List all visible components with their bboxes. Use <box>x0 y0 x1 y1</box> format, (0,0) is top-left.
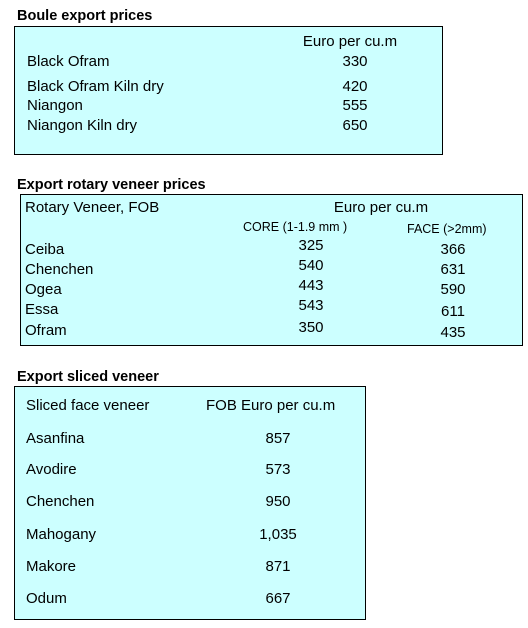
boule-row-value: 420 <box>342 78 368 95</box>
rotary-row-core: 325 <box>298 237 324 254</box>
boule-row-value: 650 <box>342 117 368 134</box>
rotary-table: Rotary Veneer, FOB Euro per cu.m CORE (1… <box>20 194 523 346</box>
sliced-row-name: Chenchen <box>26 493 95 510</box>
boule-row-value: 555 <box>342 97 368 114</box>
rotary-row-name: Ceiba <box>25 241 65 258</box>
rotary-row-core: 540 <box>298 257 324 274</box>
rotary-row-face: 366 <box>440 241 466 258</box>
sliced-title: Export sliced veneer <box>17 369 159 385</box>
boule-row-value: 330 <box>342 53 368 70</box>
boule-title: Boule export prices <box>17 8 153 24</box>
sliced-row-value: 950 <box>265 493 291 510</box>
sliced-row-name: Makore <box>26 558 77 575</box>
rotary-sub-face: FACE (>2mm) <box>407 222 487 236</box>
sliced-table: Sliced face veneer FOB Euro per cu.m Asa… <box>14 386 366 620</box>
boule-col-header: Euro per cu.m <box>302 33 398 50</box>
sliced-row-value: 1,035 <box>259 526 297 543</box>
rotary-col-header: Euro per cu.m <box>333 199 429 216</box>
sliced-row-name: Avodire <box>26 461 77 478</box>
rotary-row-header: Rotary Veneer, FOB <box>25 199 160 216</box>
rotary-row-face: 631 <box>440 261 466 278</box>
rotary-row-core: 350 <box>298 319 324 336</box>
rotary-row-name: Ofram <box>25 322 67 339</box>
sliced-row-value: 573 <box>265 461 291 478</box>
rotary-row-core: 543 <box>298 297 324 314</box>
boule-row-name: Niangon Kiln dry <box>27 117 138 134</box>
boule-row-name: Niangon <box>27 97 83 114</box>
rotary-row-face: 611 <box>441 303 465 320</box>
sliced-row-header: Sliced face veneer <box>26 397 150 414</box>
sliced-row-name: Odum <box>26 590 67 607</box>
rotary-row-face: 435 <box>440 324 466 341</box>
rotary-row-face: 590 <box>440 281 466 298</box>
sliced-row-name: Asanfina <box>26 430 85 447</box>
sliced-col-header: FOB Euro per cu.m <box>206 397 336 414</box>
boule-row-name: Black Ofram Kiln dry <box>27 78 164 95</box>
rotary-title: Export rotary veneer prices <box>17 177 206 193</box>
rotary-row-name: Chenchen <box>25 261 94 278</box>
sliced-row-value: 667 <box>265 590 291 607</box>
rotary-sub-core: CORE (1-1.9 mm ) <box>243 220 348 234</box>
boule-row-name: Black Ofram <box>27 53 110 70</box>
rotary-row-name: Essa <box>25 301 59 318</box>
boule-table: Euro per cu.m Black Ofram 330 Black Ofra… <box>14 26 443 155</box>
sliced-row-name: Mahogany <box>26 526 97 543</box>
sliced-row-value: 871 <box>265 558 291 575</box>
rotary-row-core: 443 <box>298 277 324 294</box>
sliced-row-value: 857 <box>265 430 291 447</box>
rotary-row-name: Ogea <box>25 281 62 298</box>
